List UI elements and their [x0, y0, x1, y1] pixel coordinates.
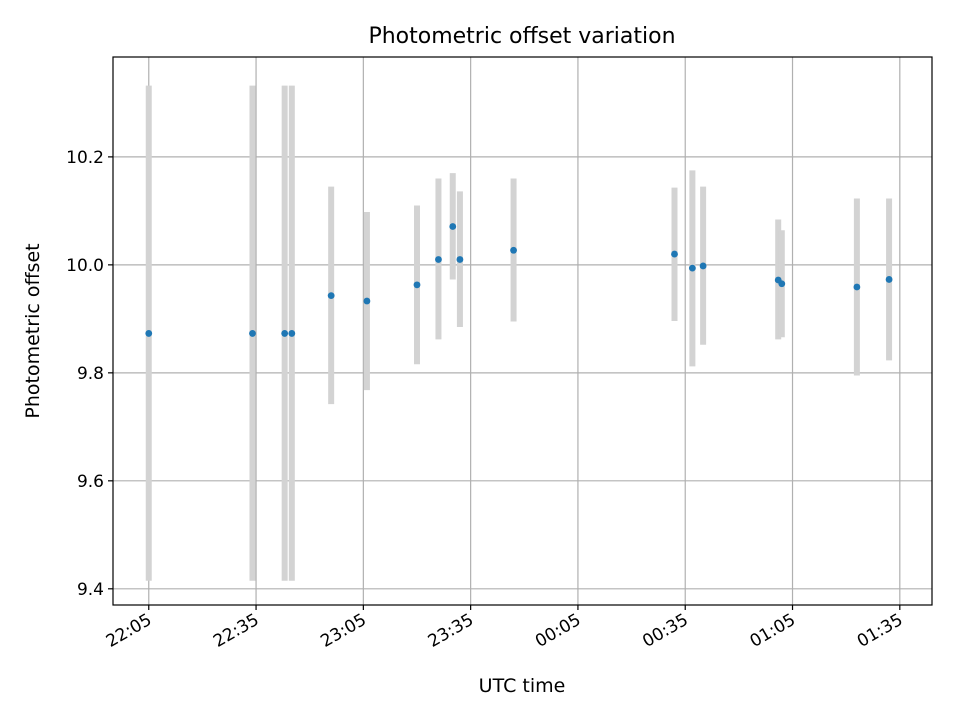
data-point [281, 330, 289, 337]
data-point [778, 280, 786, 288]
data-point [249, 330, 256, 337]
data-point [363, 297, 371, 305]
data-point [853, 283, 861, 291]
y-tick-label: 9.4 [77, 580, 104, 600]
y-tick-label: 9.6 [77, 472, 104, 492]
y-tick-label: 9.8 [77, 364, 104, 384]
data-point [449, 223, 457, 230]
data-point [327, 292, 335, 300]
data-point [145, 330, 153, 337]
y-axis-label: Photometric offset [22, 243, 44, 418]
data-point [435, 256, 442, 263]
point-layer [145, 223, 893, 337]
plot-frame [112, 56, 933, 606]
chart-title: Photometric offset variation [368, 24, 675, 49]
data-point [510, 246, 517, 254]
y-tick-label: 10.2 [66, 148, 104, 168]
data-point [413, 281, 421, 289]
data-point [885, 276, 893, 283]
data-point [688, 264, 696, 272]
y-tick-label: 10.0 [66, 256, 104, 276]
data-point [671, 250, 678, 258]
data-point [699, 262, 707, 270]
data-point [456, 256, 464, 263]
data-point [288, 330, 296, 337]
x-axis-label: UTC time [479, 675, 566, 697]
